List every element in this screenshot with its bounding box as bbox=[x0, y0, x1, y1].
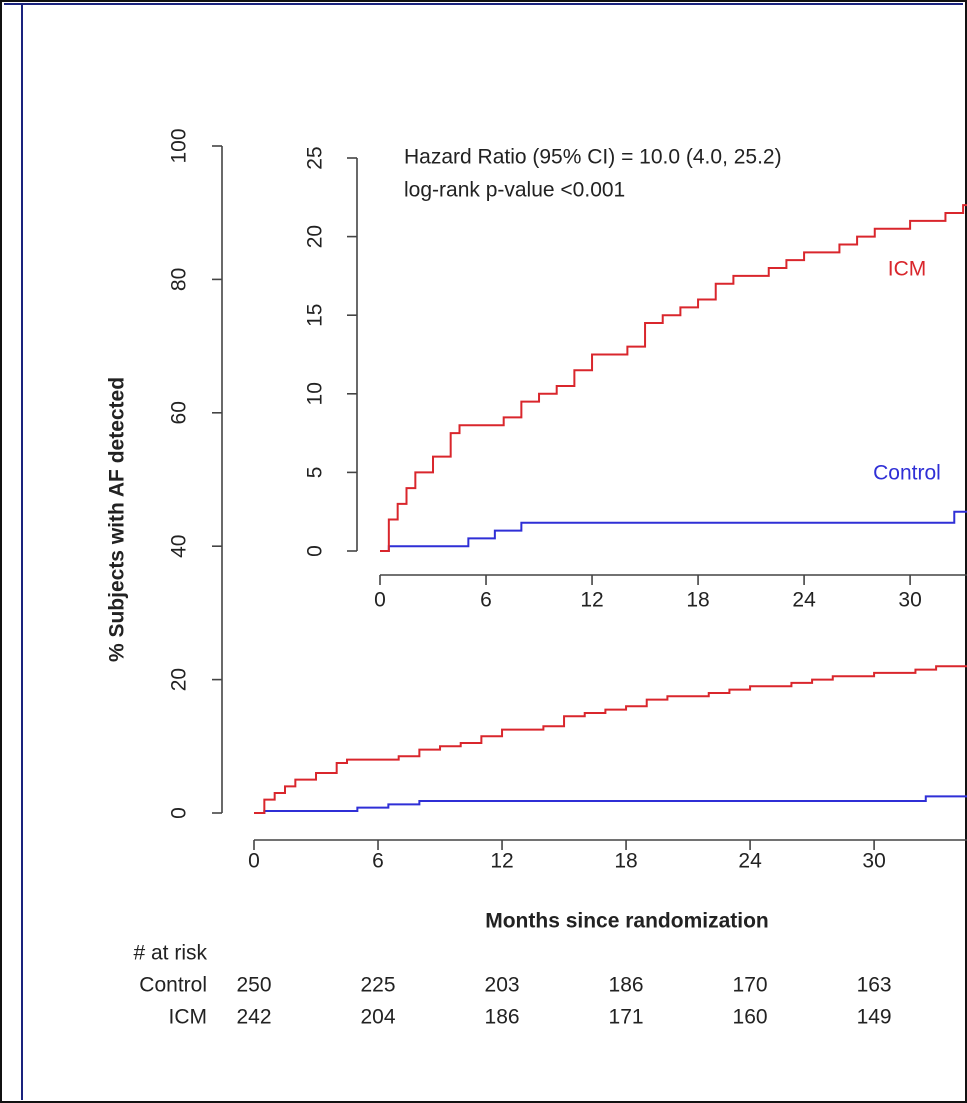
risk-count: 186 bbox=[609, 974, 644, 997]
y-tick-label: 40 bbox=[168, 535, 191, 558]
km-line bbox=[254, 665, 967, 814]
y-tick-label: 60 bbox=[168, 401, 191, 424]
x-tick-label: 18 bbox=[686, 589, 709, 612]
y-tick-label: 20 bbox=[168, 668, 191, 691]
risk-count: 203 bbox=[485, 974, 520, 997]
x-tick-label: 30 bbox=[898, 589, 921, 612]
x-tick-label: 30 bbox=[862, 850, 885, 873]
x-tick-label: 18 bbox=[614, 850, 637, 873]
y-tick-label: 0 bbox=[304, 545, 327, 557]
km-line bbox=[380, 204, 967, 552]
y-tick-label: 25 bbox=[304, 146, 327, 169]
x-axis-title: Months since randomization bbox=[485, 910, 769, 933]
y-tick-label: 10 bbox=[304, 382, 327, 405]
y-tick-label: 100 bbox=[168, 128, 191, 163]
series-label: ICM bbox=[888, 258, 927, 281]
risk-count: 171 bbox=[609, 1006, 644, 1029]
km-line bbox=[254, 795, 967, 814]
risk-count: 204 bbox=[360, 1006, 395, 1029]
x-tick-label: 12 bbox=[490, 850, 513, 873]
y-tick-label: 5 bbox=[304, 467, 327, 479]
y-tick-label: 0 bbox=[168, 807, 191, 819]
km-line bbox=[380, 510, 967, 552]
risk-count: 186 bbox=[485, 1006, 520, 1029]
risk-count: 149 bbox=[857, 1006, 892, 1029]
x-tick-label: 24 bbox=[792, 589, 816, 612]
y-tick-label: 80 bbox=[168, 268, 191, 291]
x-tick-label: 0 bbox=[374, 589, 386, 612]
x-tick-label: 6 bbox=[480, 589, 492, 612]
risk-title: # at risk bbox=[133, 942, 207, 965]
risk-count: 160 bbox=[733, 1006, 768, 1029]
series-label: Control bbox=[873, 462, 941, 485]
risk-row-name: ICM bbox=[169, 1006, 208, 1029]
y-tick-label: 15 bbox=[304, 304, 327, 327]
x-tick-label: 12 bbox=[580, 589, 603, 612]
annotation: log-rank p-value <0.001 bbox=[404, 179, 625, 202]
risk-count: 163 bbox=[857, 974, 892, 997]
risk-count: 170 bbox=[733, 974, 768, 997]
y-tick-label: 20 bbox=[304, 225, 327, 248]
annotation: Hazard Ratio (95% CI) = 10.0 (4.0, 25.2) bbox=[404, 146, 782, 169]
x-tick-label: 24 bbox=[738, 850, 762, 873]
risk-count: 225 bbox=[360, 974, 395, 997]
x-tick-label: 6 bbox=[372, 850, 384, 873]
risk-count: 242 bbox=[236, 1006, 271, 1029]
y-axis-title: % Subjects with AF detected bbox=[106, 377, 129, 662]
risk-count: 250 bbox=[236, 974, 271, 997]
x-tick-label: 0 bbox=[248, 850, 260, 873]
risk-row-name: Control bbox=[139, 974, 207, 997]
